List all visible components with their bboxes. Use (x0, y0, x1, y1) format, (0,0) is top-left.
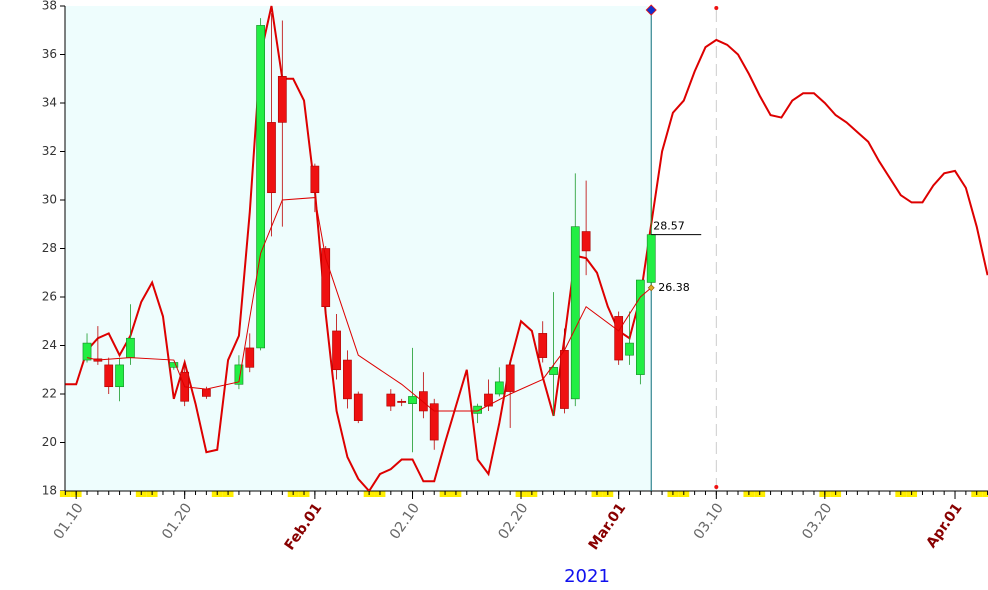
candle-body (202, 388, 211, 397)
candle-body (429, 403, 439, 441)
candle-body (169, 362, 179, 368)
x-axis-title: 2021 (564, 566, 610, 587)
y-tick-label: 24 (42, 338, 57, 352)
candle-body (505, 364, 515, 392)
x-tick-label: 03.10 (691, 500, 727, 542)
candle-body (386, 393, 396, 407)
candle-body (115, 364, 124, 388)
candle-body (581, 231, 591, 252)
candle-body (636, 279, 645, 375)
candle-body (82, 342, 92, 361)
last-ma-marker (647, 284, 655, 292)
candle-body (494, 381, 504, 395)
candle-body (332, 330, 341, 371)
forecast-dot (714, 485, 719, 489)
line (65, 5, 988, 491)
x-tick-label: 03.20 (799, 500, 835, 542)
candle-body (538, 333, 548, 358)
x-tick-label: 01.10 (51, 500, 87, 542)
candle-body (267, 122, 276, 194)
y-tick-label: 38 (42, 0, 57, 13)
candle-body (397, 400, 407, 403)
x-tick-label: Feb.01 (282, 500, 326, 553)
candle-body (126, 337, 135, 358)
last-ma-label: 26.38 (658, 281, 690, 294)
candle-body (646, 234, 656, 283)
candle-body (353, 393, 363, 421)
x-tick-label: 02.10 (387, 500, 423, 542)
current-diamond (645, 4, 657, 16)
candle-body (570, 226, 580, 400)
last-close-label: 28.57 (653, 220, 685, 233)
candle-body (104, 364, 114, 388)
weekend-marker (982, 491, 988, 497)
y-tick-label: 18 (42, 484, 57, 498)
candle-body (277, 76, 287, 123)
x-tick-label: Apr.01 (923, 500, 965, 551)
y-tick-label: 22 (42, 387, 57, 401)
line (86, 197, 652, 412)
candle-body (484, 393, 493, 407)
y-tick-label: 28 (42, 241, 57, 255)
candle-body (343, 359, 352, 400)
candle-body (614, 316, 624, 361)
candle-body (256, 25, 265, 349)
forecast-dot (714, 6, 719, 10)
x-tick-label: Mar.01 (586, 500, 630, 553)
candle-body (473, 405, 482, 414)
candle-body (310, 165, 320, 194)
y-tick-label: 30 (42, 193, 57, 207)
y-tick-label: 32 (42, 144, 57, 158)
x-tick-label: 01.20 (159, 500, 195, 542)
candle-body (560, 350, 569, 409)
y-tick-label: 34 (42, 96, 57, 110)
y-tick-label: 26 (42, 290, 57, 304)
candle-body (234, 364, 244, 385)
y-tick-label: 20 (42, 435, 57, 449)
x-tick-label: 02.20 (495, 500, 531, 542)
candle-body (625, 342, 634, 356)
candle-body (408, 396, 417, 404)
candle-body (419, 391, 428, 412)
y-tick-label: 36 (42, 47, 57, 61)
candle-body (245, 347, 255, 368)
candle-body (321, 248, 331, 308)
